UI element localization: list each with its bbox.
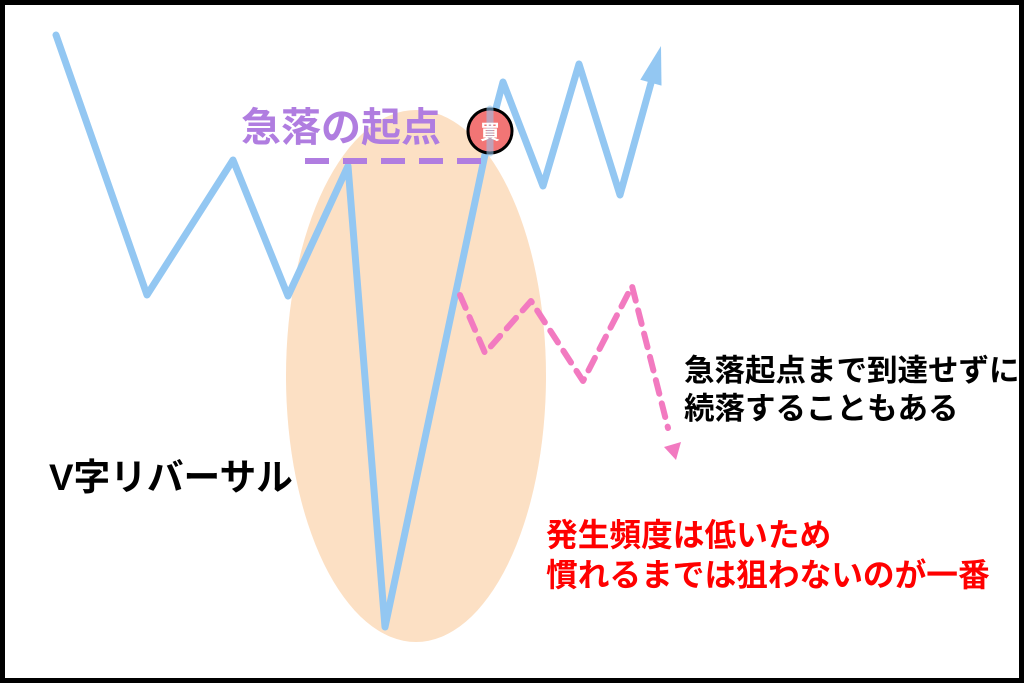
svg-text:買: 買 <box>480 122 500 144</box>
